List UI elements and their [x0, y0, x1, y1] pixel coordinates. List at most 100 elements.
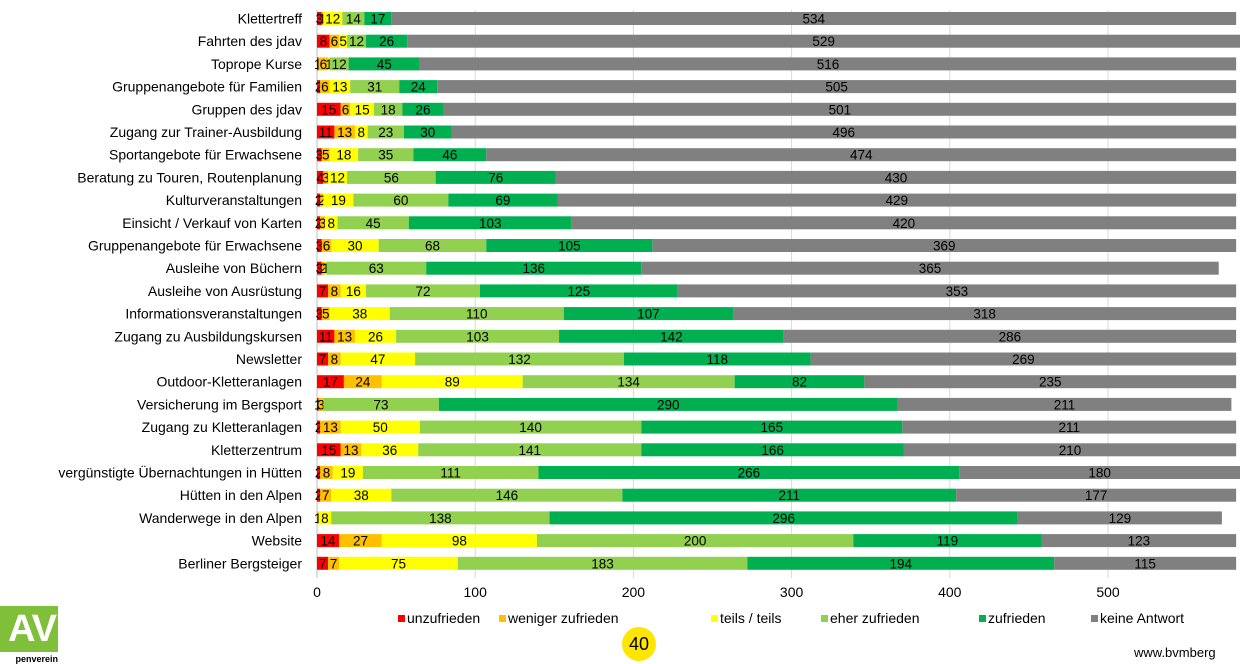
- data-label: 211: [1058, 420, 1080, 435]
- bar-segment: [623, 352, 811, 366]
- bar-segment: [317, 284, 329, 298]
- category-label: Beratung zu Touren, Routenplanung: [77, 169, 302, 185]
- legend-swatch: [821, 615, 828, 622]
- category-label: Outdoor-Kletteranlagen: [156, 374, 302, 390]
- bar-segment: [353, 193, 449, 207]
- data-label: 8: [331, 284, 339, 299]
- data-label: 7: [319, 556, 327, 571]
- bar-segment: [747, 556, 1055, 570]
- bar-segment: [522, 375, 735, 389]
- data-label: 269: [1012, 352, 1035, 367]
- bar-segment: [317, 102, 341, 116]
- bar-segment: [641, 261, 1219, 275]
- data-label: 180: [1088, 466, 1111, 481]
- data-label: 68: [425, 239, 440, 254]
- bar-segment: [317, 239, 322, 252]
- bar-segment: [323, 12, 343, 25]
- bar-segment: [323, 193, 354, 207]
- category-label: Ausleihe von Büchern: [166, 260, 302, 276]
- bar-segment: [323, 397, 439, 411]
- x-tick-label: 300: [780, 584, 804, 600]
- bar-segment: [317, 511, 319, 525]
- x-tick-label: 400: [938, 584, 962, 600]
- legend-swatch: [979, 615, 986, 622]
- data-label: 501: [829, 102, 852, 117]
- data-label: 8: [321, 511, 329, 526]
- bar-segment: [321, 12, 324, 25]
- data-label: 8: [358, 125, 366, 140]
- bar-segment: [328, 284, 341, 298]
- data-label: 11: [319, 125, 333, 140]
- data-label: 110: [466, 307, 488, 322]
- bar-segment: [320, 420, 341, 434]
- data-label: 141: [519, 443, 542, 458]
- data-label: 3: [322, 170, 330, 185]
- bar-segment: [320, 466, 333, 479]
- bar-segment: [317, 534, 340, 548]
- bar-segment: [903, 443, 1237, 457]
- bar-segment: [549, 511, 1018, 525]
- data-label: 290: [657, 397, 680, 412]
- data-label: 5: [322, 307, 330, 322]
- bar-segment: [329, 307, 390, 321]
- data-label: 183: [591, 556, 614, 571]
- data-label: 15: [321, 443, 336, 458]
- page-number-badge: 40: [622, 627, 656, 661]
- x-tick-label: 200: [622, 584, 646, 600]
- bar-segment: [897, 397, 1232, 411]
- legend: unzufrieden weniger zufrieden teils / teil…: [398, 610, 1184, 626]
- data-label: 132: [508, 352, 531, 367]
- bar-segment: [864, 375, 1237, 389]
- bar-segment: [347, 34, 367, 48]
- data-label: 24: [355, 375, 371, 390]
- bar-segment: [329, 80, 351, 94]
- bar-segment: [317, 488, 321, 502]
- bar-segment: [320, 193, 324, 207]
- data-label: 26: [415, 102, 430, 117]
- bar-segment: [317, 375, 344, 389]
- data-label: 210: [1059, 443, 1082, 458]
- data-label: 12: [330, 170, 345, 185]
- category-label: Newsletter: [236, 351, 302, 367]
- bar-segment: [340, 102, 351, 116]
- bar-segment: [342, 12, 365, 25]
- bar-segment: [317, 466, 321, 479]
- bar-segment: [733, 307, 1237, 321]
- logo-caption: penverein: [15, 654, 58, 664]
- category-label: Hütten in den Alpen: [180, 487, 302, 503]
- data-label: 200: [684, 534, 707, 549]
- bar-segment: [354, 329, 397, 343]
- data-label: 286: [999, 329, 1022, 344]
- bar-segment: [407, 34, 1240, 48]
- bar-segment: [413, 148, 487, 162]
- bar-segment: [571, 216, 1237, 230]
- data-label: 31: [367, 80, 382, 95]
- legend-swatch: [499, 615, 506, 622]
- bar-segment: [399, 80, 438, 94]
- bar-segment: [677, 284, 1237, 298]
- legend-label: weniger zufrieden: [507, 610, 619, 626]
- data-label: 13: [337, 125, 352, 140]
- data-label: 105: [558, 239, 581, 254]
- data-label: 474: [850, 148, 873, 163]
- data-label: 38: [354, 488, 369, 503]
- bar-segment: [557, 193, 1237, 207]
- data-label: 138: [429, 511, 452, 526]
- bar-segment: [320, 80, 330, 94]
- data-label: 17: [323, 375, 338, 390]
- data-label: 166: [761, 443, 784, 458]
- data-label: 123: [1128, 534, 1151, 549]
- data-label: 211: [778, 488, 800, 503]
- data-label: 365: [919, 261, 942, 276]
- data-label: 12: [325, 12, 340, 27]
- data-label: 13: [343, 443, 358, 458]
- data-label: 26: [379, 34, 394, 49]
- bar-segment: [366, 284, 480, 298]
- category-label: Kletterzentrum: [211, 442, 302, 458]
- category-label: Klettertreff: [238, 11, 302, 27]
- bar-segment: [329, 34, 340, 48]
- data-label: 38: [352, 307, 367, 322]
- data-label: 14: [346, 12, 362, 27]
- data-label: 134: [617, 375, 640, 390]
